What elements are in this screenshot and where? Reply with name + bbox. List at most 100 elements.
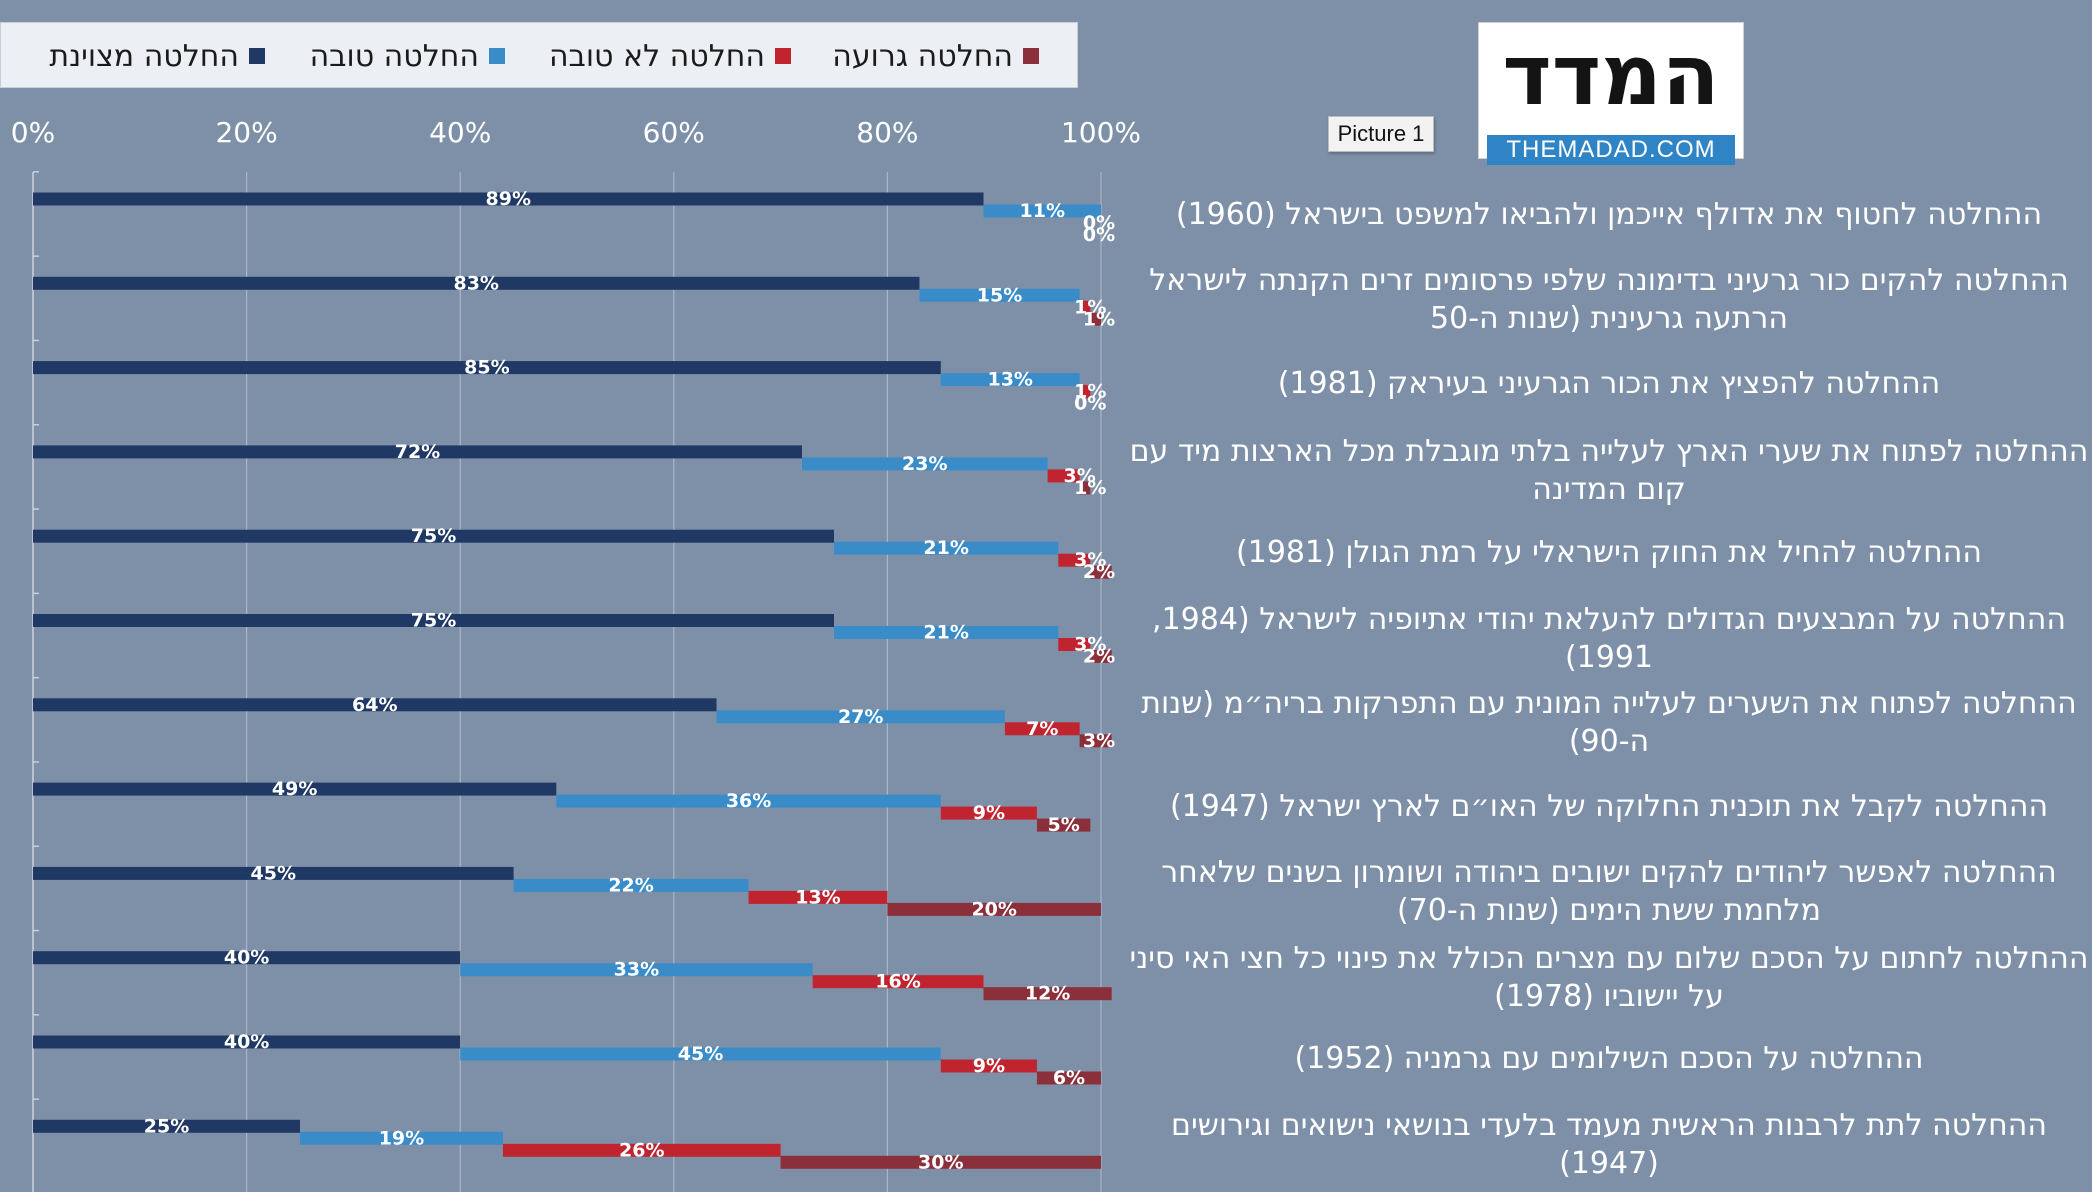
category-label: ההחלטה להפציץ את הכור הגרעיני בעיראק (19…	[1277, 366, 1941, 401]
data-label-good: 27%	[838, 706, 883, 728]
bar-segment-good	[983, 204, 1101, 218]
legend-item-not-good: החלטה לא טובה	[549, 23, 791, 89]
data-label-good: 11%	[1020, 200, 1065, 222]
data-label-good: 21%	[923, 537, 968, 559]
data-label-bad: 3%	[1083, 730, 1115, 752]
category-label: ההחלטה לתת לרבנות הראשית מעמד בלעדי בנוש…	[1171, 1108, 2047, 1181]
bar-segment-not-good	[1058, 638, 1091, 651]
x-tick-label: 80%	[856, 116, 918, 149]
data-label-excellent: 49%	[272, 778, 317, 800]
bar-segment-excellent	[33, 698, 717, 712]
x-tick-label: 20%	[215, 116, 277, 149]
legend-swatch-excellent	[249, 48, 265, 64]
legend-item-bad: החלטה גרועה	[832, 23, 1039, 89]
bar-segment-bad	[1090, 650, 1112, 663]
data-label-bad: 1%	[1074, 477, 1106, 499]
bar-segment-good	[834, 541, 1059, 555]
data-label-not-good: 26%	[619, 1139, 664, 1161]
legend: החלטה מצוינת החלטה טובה החלטה לא טובה הח…	[0, 22, 1078, 88]
data-label-excellent: 85%	[464, 357, 509, 379]
data-label-not-good: 9%	[973, 802, 1005, 824]
bar-segment-bad	[1036, 1071, 1101, 1085]
bar-segment-not-good	[940, 1059, 1037, 1073]
data-label-not-good: 16%	[875, 971, 920, 993]
data-label-excellent: 75%	[411, 610, 456, 632]
bar-segment-good	[300, 1131, 503, 1145]
legend-item-good: החלטה טובה	[310, 23, 505, 89]
bar-segment-excellent	[33, 192, 984, 206]
data-label-bad: 2%	[1083, 561, 1115, 583]
data-label-bad: 0%	[1083, 224, 1115, 246]
data-label-excellent: 83%	[453, 272, 498, 294]
data-label-good: 15%	[977, 284, 1022, 306]
bar-segment-bad	[1079, 734, 1112, 748]
x-tick-label: 0%	[11, 116, 55, 149]
data-label-not-good: 13%	[795, 886, 840, 908]
data-label-excellent: 45%	[251, 862, 296, 884]
data-label-good: 45%	[678, 1043, 723, 1065]
bar-segment-not-good	[1079, 300, 1091, 314]
bar-segment-good	[716, 710, 1005, 724]
bar-segment-excellent	[33, 445, 802, 459]
bar-segment-bad	[1036, 818, 1091, 832]
bar-segment-good	[940, 373, 1080, 387]
data-label-bad: 20%	[971, 898, 1016, 920]
legend-label-not-good: החלטה לא טובה	[548, 38, 765, 74]
data-label-good: 13%	[987, 369, 1032, 391]
x-tick-label: 40%	[429, 116, 491, 149]
bar-segment-excellent	[33, 529, 834, 543]
bar-segment-not-good	[1004, 722, 1080, 736]
data-label-excellent: 75%	[411, 525, 456, 547]
data-label-excellent: 89%	[486, 188, 531, 210]
legend-label-excellent: החלטה מצוינת	[49, 38, 239, 74]
data-label-excellent: 64%	[352, 694, 397, 716]
bar-segment-bad	[887, 902, 1101, 916]
bar-segment-bad	[780, 1155, 1101, 1169]
data-label-good: 21%	[923, 622, 968, 644]
category-label: ההחלטה לקבל את תוכנית החלוקה של האו״ם לא…	[1169, 789, 2049, 824]
bar-segment-not-good	[1058, 553, 1091, 567]
bar-segment-excellent	[33, 614, 834, 627]
bar-segment-good	[513, 878, 749, 892]
data-label-not-good: 0%	[1083, 212, 1115, 234]
data-label-bad: 30%	[918, 1151, 963, 1173]
bar-segment-excellent	[33, 1119, 300, 1133]
bar-segment-good	[556, 794, 941, 808]
data-label-good: 33%	[614, 959, 659, 981]
bar-segment-excellent	[33, 951, 461, 965]
category-label: ההחלטה להחיל את החוק הישראלי על רמת הגול…	[1236, 535, 1982, 570]
bar-segment-excellent	[33, 866, 514, 880]
bar-segment-excellent	[33, 276, 920, 290]
data-label-good: 19%	[379, 1127, 424, 1149]
category-label: ההחלטה לפתוח את השערים לעלייה המונית עם …	[1141, 686, 2077, 759]
category-label: ההחלטה לחטוף את אדולף אייכמן ולהביאו למש…	[1175, 197, 2043, 232]
bar-segment-excellent	[33, 1035, 461, 1049]
x-tick-label: 100%	[1061, 116, 1141, 149]
data-label-bad: 12%	[1025, 983, 1070, 1005]
data-label-good: 36%	[726, 790, 771, 812]
bar-segment-bad	[1090, 312, 1101, 326]
logo-title: המדד	[1502, 26, 1720, 124]
bar-segment-not-good	[748, 890, 888, 904]
bar-segment-good	[919, 288, 1080, 302]
data-label-not-good: 1%	[1074, 381, 1106, 403]
legend-swatch-not-good	[775, 48, 791, 64]
data-label-good: 23%	[902, 453, 947, 475]
data-label-excellent: 25%	[144, 1115, 189, 1137]
category-label: ההחלטה לאפשר ליהודים להקים ישובים ביהודה…	[1161, 855, 2057, 928]
data-label-excellent: 72%	[395, 441, 440, 463]
data-label-excellent: 40%	[224, 1031, 269, 1053]
bar-segment-not-good	[1047, 469, 1080, 483]
bar-segment-good	[801, 457, 1048, 471]
bar-segment-not-good	[812, 975, 984, 989]
picture-tag: Picture 1	[1328, 116, 1434, 152]
bar-segment-bad	[1079, 481, 1091, 495]
data-label-bad: 5%	[1047, 814, 1079, 836]
bar-segment-excellent	[33, 782, 557, 796]
data-label-excellent: 40%	[224, 947, 269, 969]
category-label: ההחלטה לחתום על הסכם שלום עם מצרים הכולל…	[1129, 941, 2089, 1014]
data-label-good: 22%	[608, 874, 653, 896]
x-tick-label: 60%	[643, 116, 705, 149]
category-label: ההחלטה על הסכם השילומים עם גרמניה (1952)	[1294, 1041, 1924, 1076]
